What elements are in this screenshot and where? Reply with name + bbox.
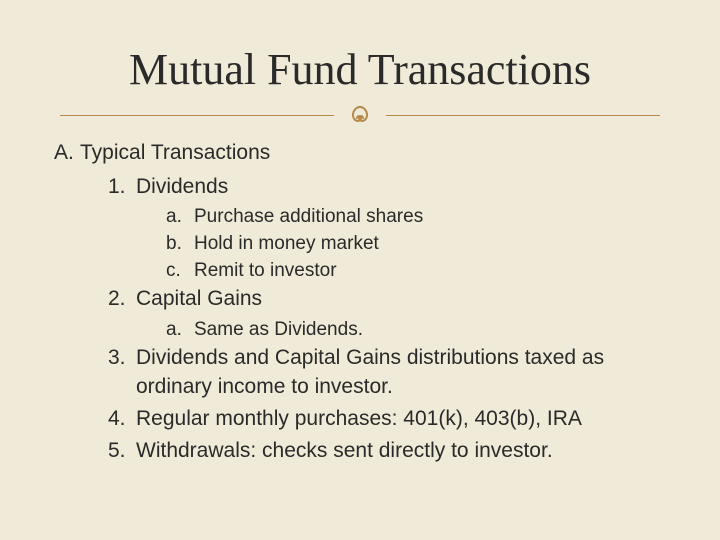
- list-label: Capital Gains: [136, 285, 656, 313]
- section-a: A.Typical Transactions: [54, 141, 672, 165]
- list-label: Dividends: [136, 173, 656, 201]
- list-marker: 5.: [108, 437, 136, 465]
- slide-title: Mutual Fund Transactions: [48, 44, 672, 95]
- list-label: Hold in money market: [194, 233, 379, 254]
- list-subitem: a.Purchase additional shares: [166, 205, 672, 230]
- list-label: Same as Dividends.: [194, 319, 363, 340]
- list-marker: a.: [166, 318, 194, 343]
- list-marker: a.: [166, 205, 194, 230]
- list-marker: 2.: [108, 285, 136, 313]
- list-label: Remit to investor: [194, 260, 337, 281]
- list-item: 4.Regular monthly purchases: 401(k), 403…: [108, 405, 672, 433]
- list-label: Withdrawals: checks sent directly to inv…: [136, 437, 656, 465]
- list-marker: 1.: [108, 173, 136, 201]
- list-item: 5.Withdrawals: checks sent directly to i…: [108, 437, 672, 465]
- title-divider: [60, 103, 660, 127]
- list-subitem: c.Remit to investor: [166, 259, 672, 284]
- list-marker: c.: [166, 259, 194, 284]
- list-item: 3.Dividends and Capital Gains distributi…: [108, 344, 672, 401]
- divider-line-right: [386, 115, 660, 116]
- list-subitem: a.Same as Dividends.: [166, 318, 672, 343]
- flourish-icon: [334, 103, 386, 127]
- list-label: Dividends and Capital Gains distribution…: [136, 344, 656, 401]
- list-marker: 3.: [108, 344, 136, 372]
- section-a-marker: A.: [54, 141, 80, 165]
- list-item: 2.Capital Gains: [108, 285, 672, 313]
- list-subitem: b.Hold in money market: [166, 232, 672, 257]
- slide: Mutual Fund Transactions A.Typical Trans…: [0, 0, 720, 540]
- list-marker: 4.: [108, 405, 136, 433]
- list-marker: b.: [166, 232, 194, 257]
- divider-line-left: [60, 115, 334, 116]
- list-label: Regular monthly purchases: 401(k), 403(b…: [136, 405, 656, 433]
- section-a-label: Typical Transactions: [80, 141, 270, 164]
- list-label: Purchase additional shares: [194, 206, 423, 227]
- list-item: 1.Dividends: [108, 173, 672, 201]
